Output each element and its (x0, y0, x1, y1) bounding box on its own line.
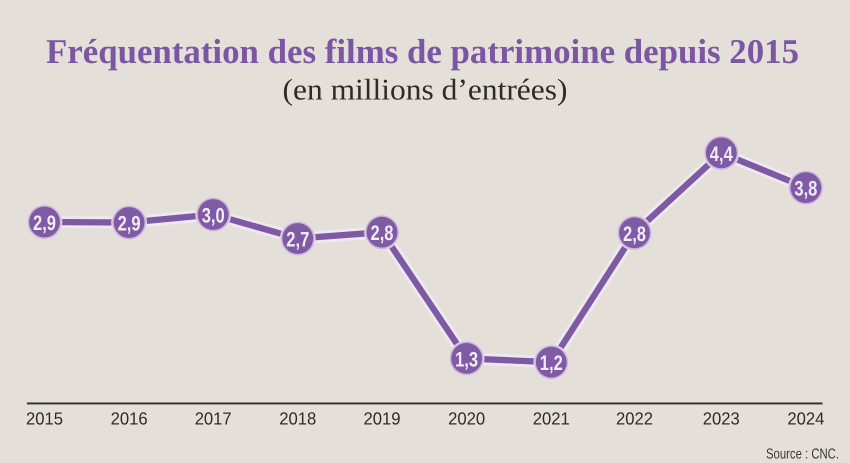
svg-text:1,3: 1,3 (455, 348, 478, 371)
svg-text:2024: 2024 (787, 409, 824, 429)
svg-text:2,9: 2,9 (33, 212, 56, 235)
svg-text:2,7: 2,7 (286, 229, 309, 252)
svg-text:4,4: 4,4 (710, 143, 733, 166)
svg-text:Fréquentation des films de pat: Fréquentation des films de patrimoine de… (46, 32, 799, 71)
svg-text:2,9: 2,9 (118, 213, 141, 236)
svg-text:2023: 2023 (703, 409, 740, 429)
svg-text:2016: 2016 (111, 409, 148, 429)
svg-text:2,8: 2,8 (623, 223, 646, 246)
svg-text:2019: 2019 (364, 409, 401, 429)
svg-text:2020: 2020 (448, 409, 485, 429)
svg-text:Source : CNC.: Source : CNC. (766, 447, 839, 463)
svg-text:1,2: 1,2 (540, 352, 563, 375)
svg-text:2021: 2021 (533, 409, 570, 429)
svg-text:2022: 2022 (616, 409, 653, 429)
svg-text:3,0: 3,0 (202, 205, 225, 228)
svg-text:2018: 2018 (279, 409, 316, 429)
svg-text:2015: 2015 (26, 409, 63, 429)
svg-text:2,8: 2,8 (371, 222, 394, 245)
svg-text:(en millions d’entrées): (en millions d’entrées) (283, 74, 568, 107)
svg-text:2017: 2017 (195, 409, 232, 429)
svg-text:3,8: 3,8 (794, 178, 817, 201)
